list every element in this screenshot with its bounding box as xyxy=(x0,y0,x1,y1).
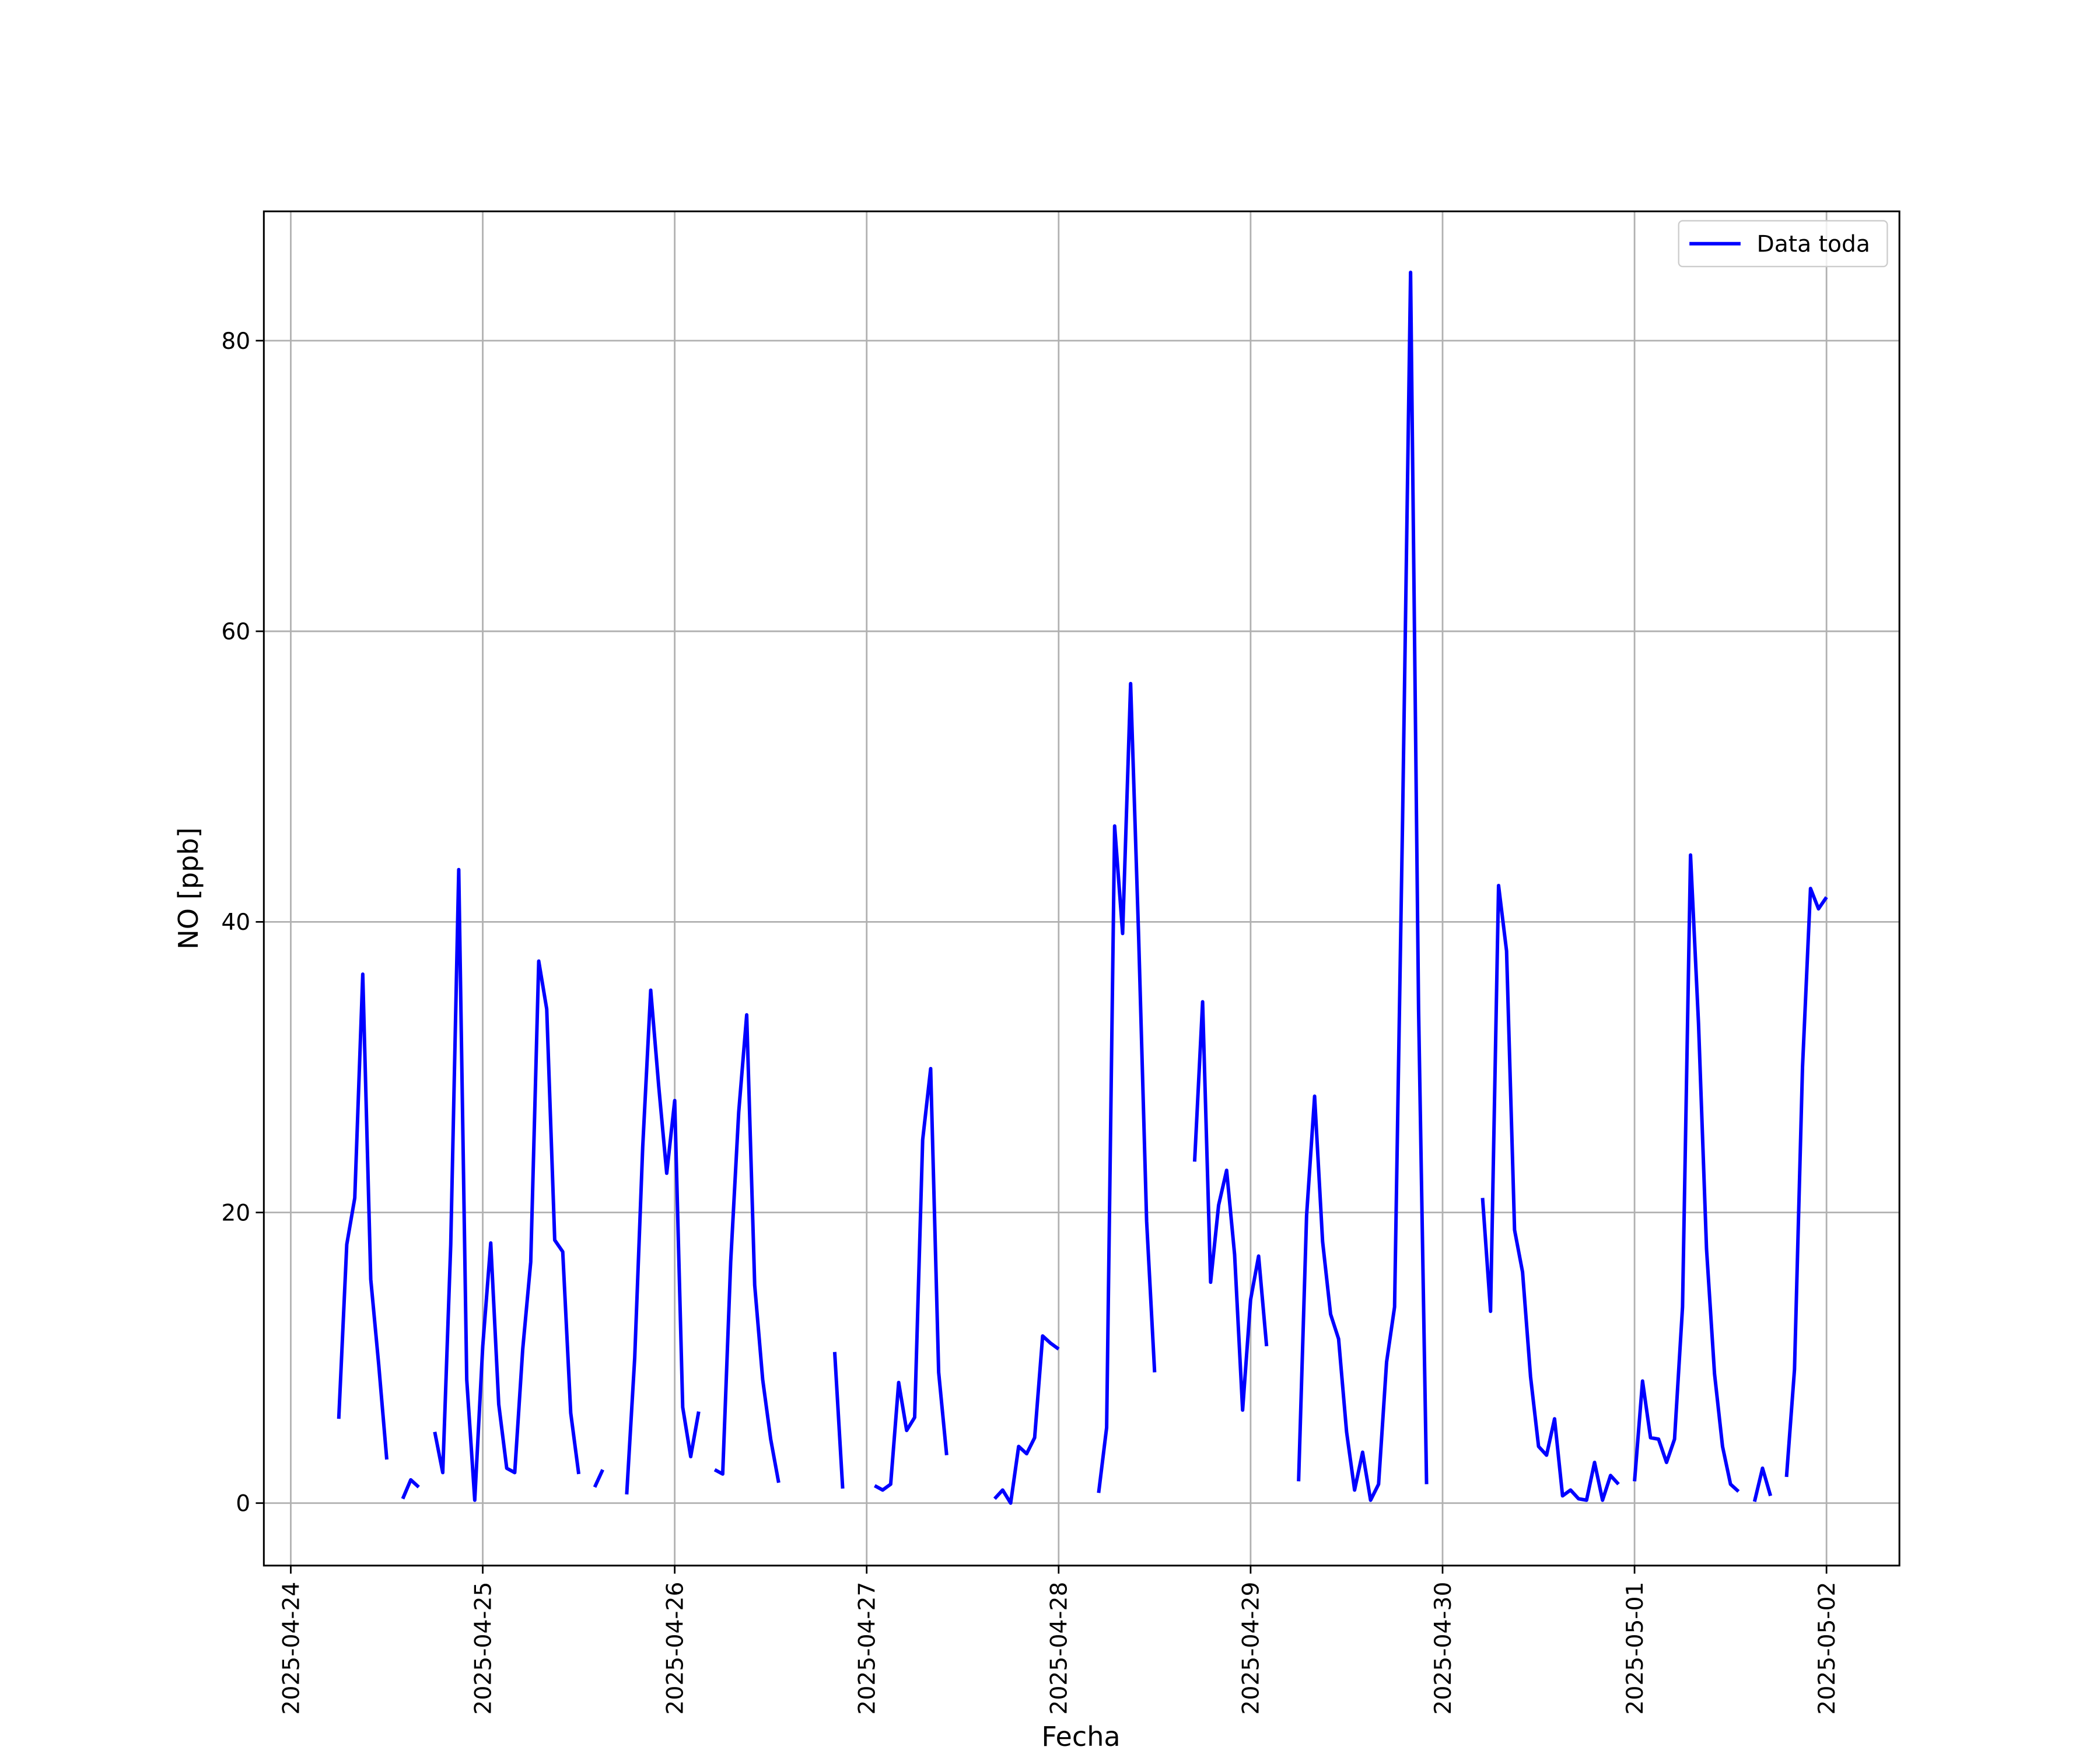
y-tick-label: 20 xyxy=(221,1200,250,1226)
x-tick-label: 2025-04-26 xyxy=(662,1582,688,1715)
y-tick-label: 80 xyxy=(221,328,250,355)
x-tick-label: 2025-04-25 xyxy=(470,1582,496,1715)
plot-frame xyxy=(262,210,1901,1567)
x-tick-label: 2025-04-27 xyxy=(855,1582,881,1715)
plot-lines xyxy=(337,270,1828,1505)
grid xyxy=(264,211,1900,1566)
data-line xyxy=(337,270,1828,1505)
x-tick-label: 2025-04-30 xyxy=(1430,1582,1457,1715)
legend: Data toda xyxy=(1678,220,1888,268)
x-tick-label: 2025-04-24 xyxy=(278,1582,304,1715)
ticks: 0 20 40 60 80 2025-04-24 2025-04-25 2025-04-26 2… xyxy=(221,328,1840,1715)
x-tick-label: 2025-04-29 xyxy=(1238,1582,1265,1715)
x-tick-label: 2025-04-28 xyxy=(1046,1582,1073,1715)
y-tick-label: 40 xyxy=(221,909,250,936)
y-tick-label: 60 xyxy=(221,619,250,645)
x-tick-label: 2025-05-02 xyxy=(1814,1582,1840,1715)
y-axis-label: NO [ppb] xyxy=(173,827,204,949)
x-tick-label: 2025-05-01 xyxy=(1622,1582,1648,1715)
legend-label: Data toda xyxy=(1757,232,1870,258)
x-axis-label: Fecha xyxy=(1041,1721,1120,1750)
y-tick-label: 0 xyxy=(236,1491,250,1517)
legend-box xyxy=(1678,220,1888,268)
